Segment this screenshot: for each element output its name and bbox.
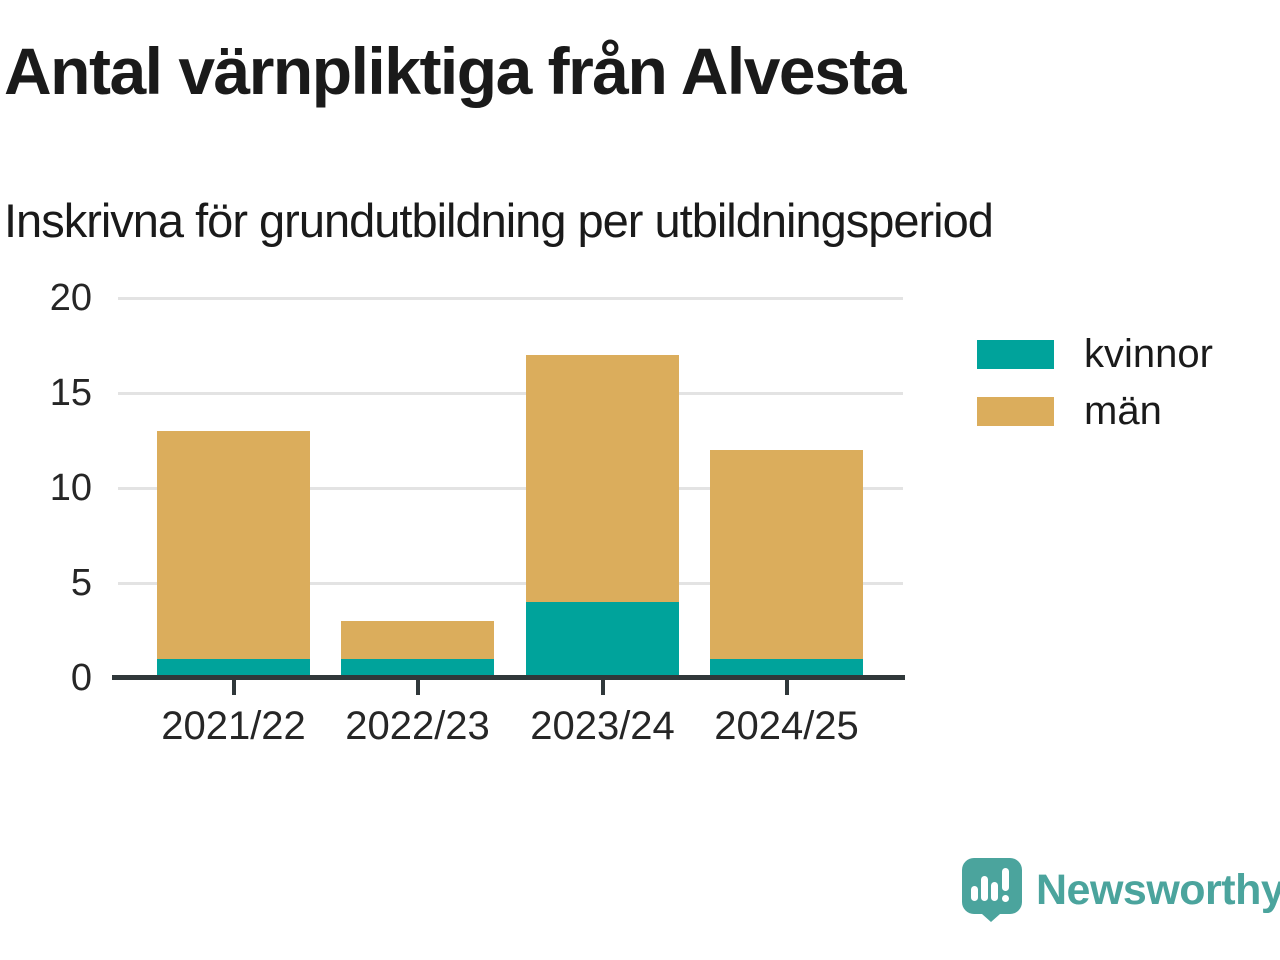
legend-item-kvinnor: kvinnor bbox=[977, 332, 1213, 376]
legend-label-man: män bbox=[1084, 389, 1162, 433]
bar-segment-kvinnor-0 bbox=[157, 659, 310, 678]
x-tick-mark-0 bbox=[231, 680, 236, 695]
y-tick-label-10: 10 bbox=[49, 467, 92, 509]
newsworthy-logo-icon bbox=[962, 858, 1022, 922]
x-tick-label-1: 2022/23 bbox=[345, 704, 490, 748]
x-tick-mark-1 bbox=[415, 680, 420, 695]
legend-label-kvinnor: kvinnor bbox=[1084, 332, 1213, 376]
y-tick-label-0: 0 bbox=[70, 657, 92, 699]
bar-segment-kvinnor-1 bbox=[341, 659, 494, 678]
bar-segment-man-2 bbox=[526, 355, 679, 602]
bar-segment-man-3 bbox=[710, 450, 863, 659]
x-axis-line bbox=[112, 675, 905, 680]
bar-segment-man-0 bbox=[157, 431, 310, 659]
chart-subtitle: Inskrivna för grundutbildning per utbild… bbox=[4, 194, 994, 247]
newsworthy-branding: Newsworthy bbox=[962, 858, 1280, 922]
legend-swatch-kvinnor bbox=[977, 339, 1054, 369]
gridline-20 bbox=[118, 296, 903, 300]
gridline-15 bbox=[118, 391, 903, 395]
x-tick-mark-2 bbox=[600, 680, 605, 695]
x-tick-label-2: 2023/24 bbox=[530, 704, 675, 748]
x-tick-label-3: 2024/25 bbox=[714, 704, 859, 748]
y-tick-label-15: 15 bbox=[49, 372, 92, 414]
newsworthy-logo-text: Newsworthy bbox=[1036, 865, 1280, 914]
gridline-5 bbox=[118, 581, 903, 585]
x-tick-mark-3 bbox=[784, 680, 789, 695]
legend-item-man: män bbox=[977, 389, 1213, 433]
bar-segment-kvinnor-2 bbox=[526, 602, 679, 678]
x-tick-label-0: 2021/22 bbox=[161, 704, 306, 748]
legend-swatch-man bbox=[977, 396, 1054, 426]
bar-segment-man-1 bbox=[341, 621, 494, 659]
gridline-10 bbox=[118, 486, 903, 490]
y-tick-label-20: 20 bbox=[49, 277, 92, 319]
legend: kvinnor män bbox=[977, 332, 1213, 446]
chart-title: Antal värnpliktiga från Alvesta bbox=[4, 34, 907, 108]
bar-segment-kvinnor-3 bbox=[710, 659, 863, 678]
y-tick-label-5: 5 bbox=[70, 562, 92, 604]
